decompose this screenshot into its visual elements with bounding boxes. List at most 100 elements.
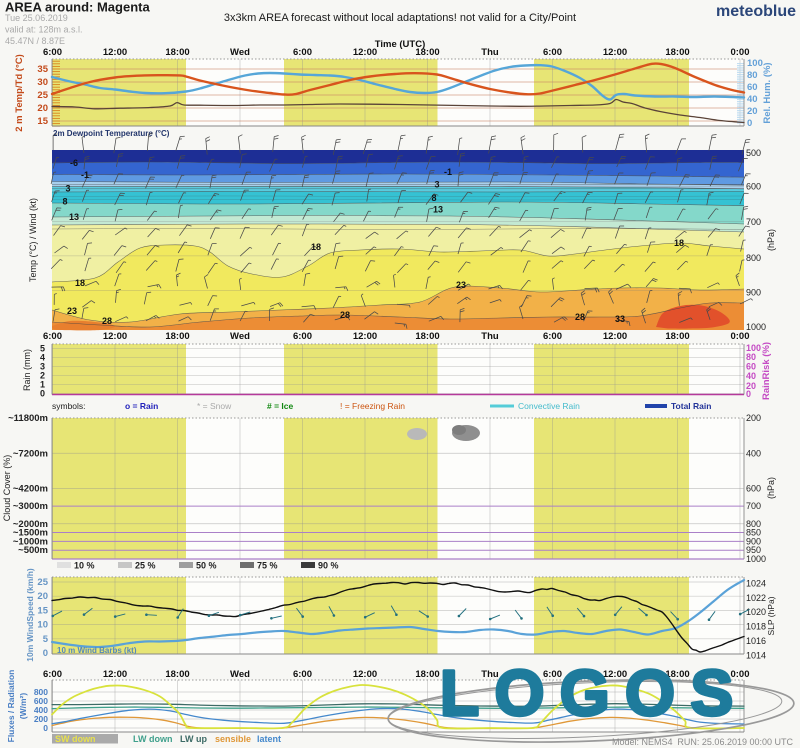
svg-text:23: 23 — [67, 306, 77, 316]
svg-text:100: 100 — [746, 343, 761, 353]
svg-text:Thu: Thu — [481, 669, 499, 680]
svg-text:-1: -1 — [81, 170, 89, 180]
svg-text:2: 2 — [40, 371, 45, 381]
svg-text:50 %: 50 % — [196, 561, 217, 571]
svg-text:o = Rain: o = Rain — [125, 401, 158, 411]
svg-text:25: 25 — [37, 90, 48, 101]
svg-text:Thu: Thu — [481, 331, 499, 342]
svg-text:18:00: 18:00 — [665, 47, 689, 58]
svg-text:AREA around: Magenta: AREA around: Magenta — [5, 0, 150, 15]
svg-text:~500m: ~500m — [18, 545, 48, 556]
svg-text:(W/m²): (W/m²) — [18, 693, 28, 720]
svg-text:28: 28 — [102, 316, 112, 326]
svg-text:Rain (mm): Rain (mm) — [22, 349, 32, 391]
svg-text:18:00: 18:00 — [165, 669, 189, 680]
svg-text:LOGOS: LOGOS — [440, 657, 749, 729]
svg-text:0:00: 0:00 — [730, 331, 749, 342]
svg-text:0:00: 0:00 — [730, 47, 749, 58]
svg-text:75 %: 75 % — [257, 561, 278, 571]
svg-text:3x3km AREA forecast without lo: 3x3km AREA forecast without local adapta… — [224, 12, 576, 24]
svg-text:850: 850 — [746, 528, 761, 538]
svg-text:12:00: 12:00 — [103, 669, 127, 680]
svg-text:500: 500 — [746, 148, 761, 158]
svg-text:Model: NEMS4: Model: NEMS4 — [612, 737, 673, 747]
svg-text:RainRisk (%): RainRisk (%) — [761, 342, 772, 400]
svg-text:900: 900 — [746, 536, 761, 546]
svg-text:6:00: 6:00 — [543, 47, 562, 58]
svg-text:12:00: 12:00 — [353, 331, 377, 342]
svg-text:0: 0 — [746, 389, 751, 399]
svg-text:20: 20 — [37, 103, 48, 114]
svg-text:Tue 25.06.2019: Tue 25.06.2019 — [5, 13, 68, 23]
svg-text:20: 20 — [747, 106, 758, 117]
svg-text:* = Snow: * = Snow — [197, 401, 232, 411]
svg-text:40: 40 — [747, 94, 758, 105]
svg-text:-6: -6 — [70, 158, 78, 168]
svg-text:6:00: 6:00 — [43, 47, 62, 58]
svg-text:10 %: 10 % — [74, 561, 95, 571]
svg-text:0: 0 — [43, 723, 48, 733]
svg-text:15: 15 — [37, 116, 48, 127]
svg-text:60: 60 — [747, 82, 758, 93]
svg-text:6:00: 6:00 — [293, 331, 312, 342]
svg-text:valid at: 128m a.s.l.: valid at: 128m a.s.l. — [5, 25, 83, 35]
svg-text:3: 3 — [434, 180, 439, 190]
svg-text:600: 600 — [746, 484, 761, 494]
svg-text:25: 25 — [37, 577, 48, 588]
svg-text:8: 8 — [62, 197, 67, 207]
svg-text:6:00: 6:00 — [43, 331, 62, 342]
svg-text:0: 0 — [43, 648, 48, 659]
svg-text:800: 800 — [746, 253, 761, 263]
svg-text:~1500m: ~1500m — [13, 528, 48, 539]
svg-text:-1: -1 — [444, 167, 452, 177]
svg-text:10m WindSpeed (km/h): 10m WindSpeed (km/h) — [25, 568, 35, 662]
svg-text:Wed: Wed — [230, 47, 250, 58]
svg-text:20: 20 — [746, 381, 756, 391]
svg-text:Convective Rain: Convective Rain — [518, 401, 580, 411]
svg-text:18:00: 18:00 — [415, 669, 439, 680]
svg-text:1: 1 — [40, 380, 45, 390]
svg-text:~11800m: ~11800m — [8, 413, 48, 424]
svg-text:1000: 1000 — [746, 322, 766, 332]
svg-text:200: 200 — [34, 714, 48, 724]
svg-text:18:00: 18:00 — [415, 331, 439, 342]
svg-text:SW down: SW down — [55, 734, 96, 744]
svg-text:600: 600 — [746, 181, 761, 191]
svg-text:100: 100 — [747, 58, 763, 69]
svg-text:! = Freezing Rain: ! = Freezing Rain — [340, 401, 405, 411]
svg-text:Total Rain: Total Rain — [671, 401, 711, 411]
svg-text:400: 400 — [34, 705, 48, 715]
svg-text:30: 30 — [37, 77, 48, 88]
svg-text:5: 5 — [40, 344, 45, 354]
svg-text:12:00: 12:00 — [603, 47, 627, 58]
svg-text:200: 200 — [746, 413, 761, 423]
svg-text:700: 700 — [746, 501, 761, 511]
svg-text:18: 18 — [674, 238, 684, 248]
svg-text:8: 8 — [431, 193, 436, 203]
svg-text:12:00: 12:00 — [603, 669, 627, 680]
svg-text:12:00: 12:00 — [103, 47, 127, 58]
svg-text:18: 18 — [75, 278, 85, 288]
svg-text:Thu: Thu — [481, 47, 499, 58]
svg-text:700: 700 — [746, 217, 761, 227]
svg-text:33: 33 — [615, 314, 625, 324]
svg-text:symbols:: symbols: — [52, 401, 86, 411]
svg-text:4: 4 — [40, 353, 45, 363]
svg-text:~4200m: ~4200m — [13, 484, 48, 495]
svg-text:~1000m: ~1000m — [13, 536, 48, 547]
svg-text:80: 80 — [747, 70, 758, 81]
svg-text:18:00: 18:00 — [165, 331, 189, 342]
svg-text:2 m Temp/Td (°C): 2 m Temp/Td (°C) — [14, 54, 25, 132]
svg-text:13: 13 — [433, 205, 443, 215]
svg-text:18:00: 18:00 — [665, 669, 689, 680]
svg-text:400: 400 — [746, 448, 761, 458]
svg-text:2m Dewpoint Temperature (°C): 2m Dewpoint Temperature (°C) — [53, 129, 170, 138]
svg-text:950: 950 — [746, 545, 761, 555]
svg-text:1014: 1014 — [746, 650, 766, 660]
svg-text:meteoblue: meteoblue — [716, 3, 796, 20]
svg-text:15: 15 — [37, 605, 48, 616]
svg-text:~3000m: ~3000m — [13, 501, 48, 512]
svg-text:Wed: Wed — [230, 669, 250, 680]
svg-text:Time (UTC): Time (UTC) — [375, 39, 426, 50]
svg-text:3: 3 — [65, 184, 70, 194]
